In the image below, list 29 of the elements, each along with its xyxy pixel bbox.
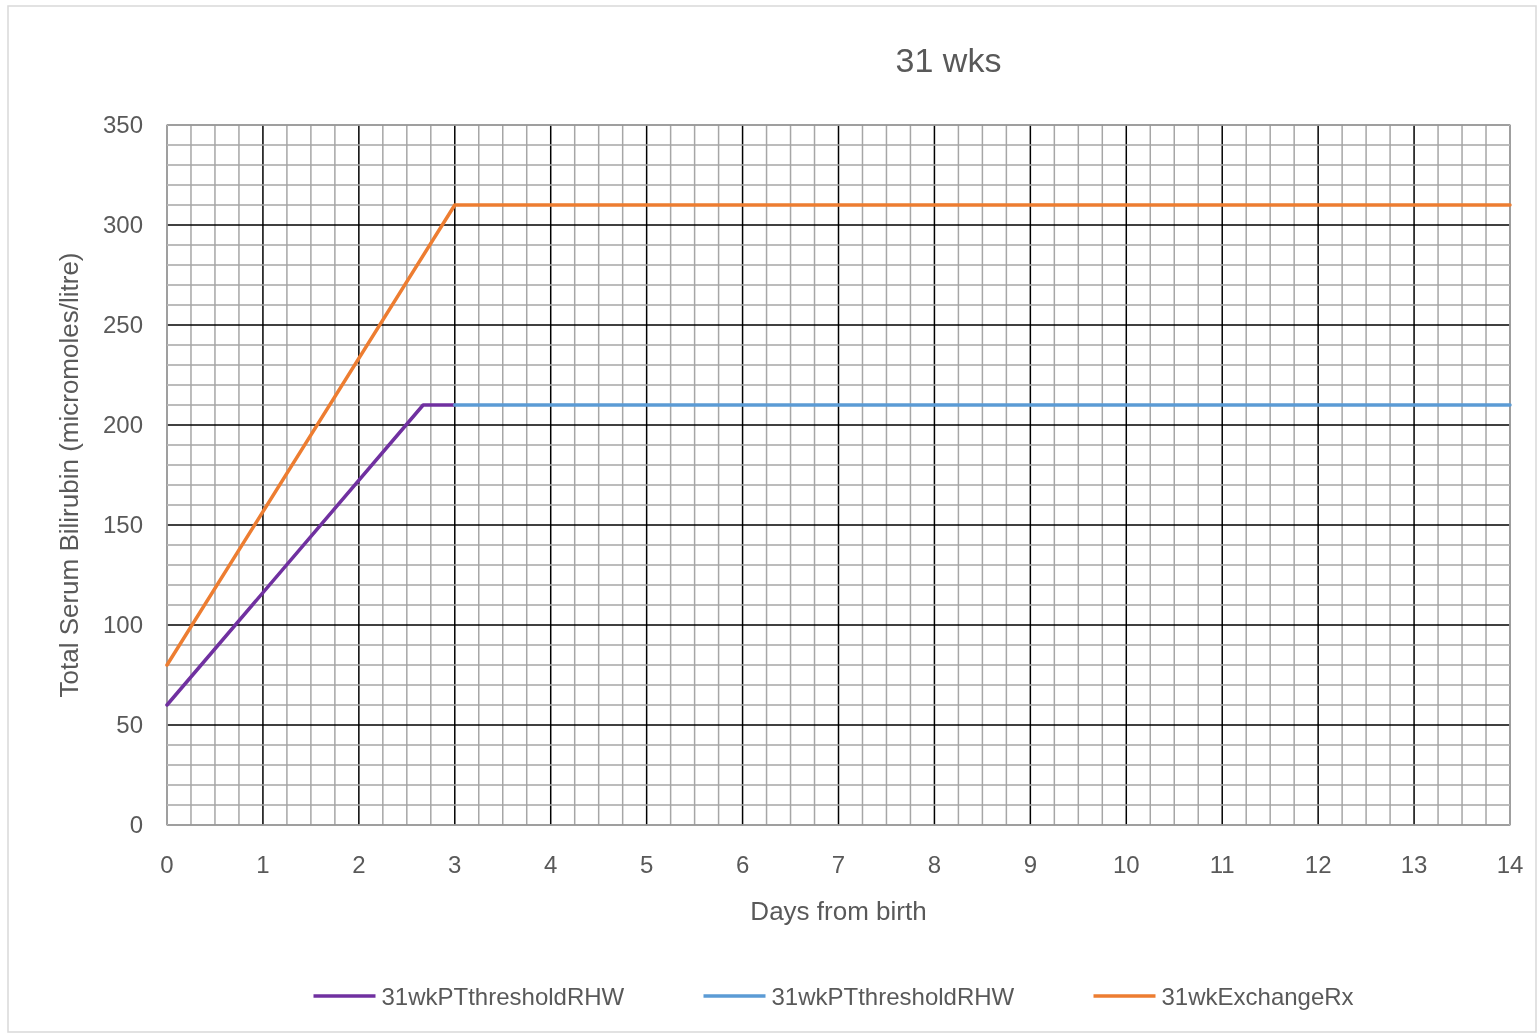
x-tick-label: 13 (1400, 851, 1428, 878)
y-tick-label: 300 (102, 211, 143, 238)
x-tick-label: 2 (352, 851, 366, 878)
x-tick-label: 6 (735, 851, 750, 878)
y-tick-label: 250 (102, 311, 143, 338)
y-tick-label: 50 (116, 711, 143, 738)
x-tick-label: 1 (256, 851, 270, 878)
y-tick-label: 0 (129, 811, 143, 838)
x-tick-label: 10 (1112, 851, 1140, 878)
y-tick-label: 200 (102, 411, 143, 438)
x-tick-label: 3 (448, 851, 462, 878)
x-tick-label: 9 (1023, 851, 1038, 878)
x-tick-label: 7 (831, 851, 846, 878)
x-tick-label: 11 (1209, 851, 1235, 878)
x-tick-label: 14 (1496, 851, 1524, 878)
legend-label: 31wkExchangeRx (1161, 983, 1354, 1010)
x-tick-label: 8 (927, 851, 942, 878)
x-tick-label: 0 (160, 851, 174, 878)
y-tick-label: 150 (102, 511, 143, 538)
x-tick-label: 12 (1304, 851, 1332, 878)
y-tick-label: 350 (102, 111, 143, 138)
x-tick-label: 5 (639, 851, 654, 878)
legend-label: 31wkPTthresholdRHW (381, 983, 625, 1010)
y-tick-label: 100 (102, 611, 143, 638)
chart-title: 31 wks (895, 41, 1002, 79)
y-axis-title: Total Serum Bilirubin (micromoles/litre) (54, 252, 84, 698)
x-tick-label: 4 (544, 851, 558, 878)
x-axis-title: Days from birth (750, 896, 927, 926)
legend-label: 31wkPTthresholdRHW (771, 983, 1015, 1010)
